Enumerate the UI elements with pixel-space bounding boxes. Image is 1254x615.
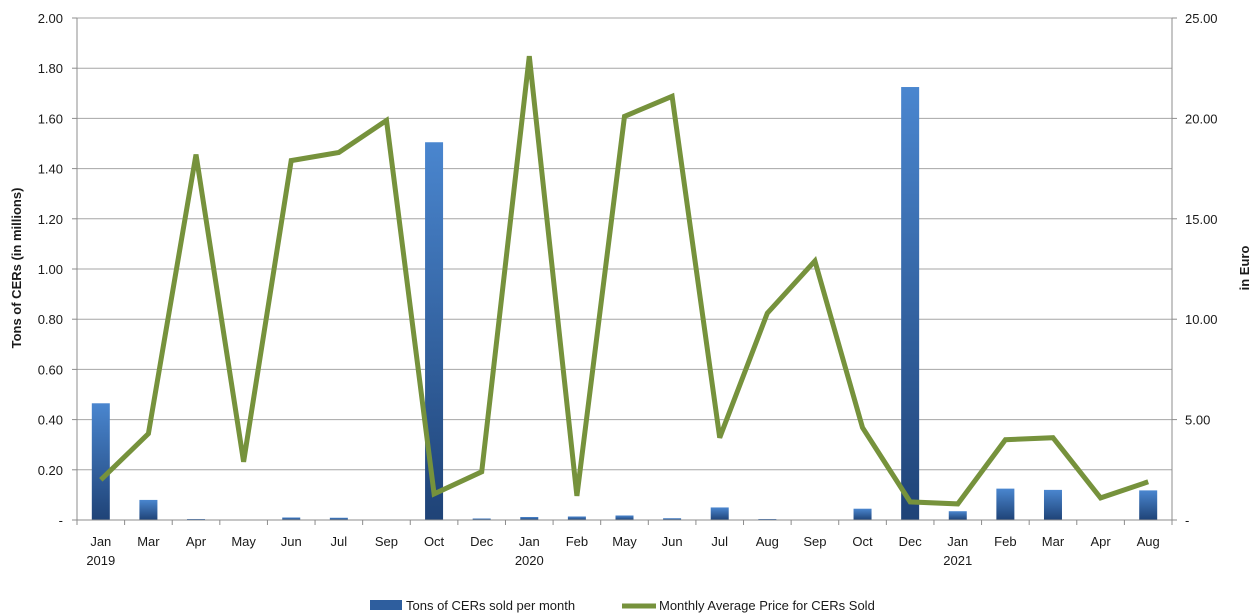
bar [901,87,920,521]
x-tick-label: Jul [711,534,728,549]
bar [1139,490,1158,520]
bar [567,516,586,520]
x-tick-label: Jul [331,534,348,549]
x-tick-label: Dec [899,534,923,549]
x-tick-label: Mar [137,534,160,549]
bar [91,403,110,520]
left-axis-ticks: - 0.20 0.40 0.60 0.80 1.00 1.20 1.40 1.60 1.80 2.0… [38,11,63,528]
gridlines [77,17,1172,471]
x-tick-label: Sep [803,534,826,549]
x-tick-label: Mar [1042,534,1065,549]
x-tick-label: Apr [186,534,207,549]
x-tick-label: Oct [852,534,873,549]
bar [948,511,967,520]
left-tick-label: 1.40 [38,162,63,177]
x-tick-label: Oct [424,534,445,549]
x-tick-label: Dec [470,534,494,549]
bar-series [91,87,1158,521]
x-tick-label: Aug [756,534,779,549]
right-tick-label: 25.00 [1185,11,1218,26]
plot-frame [72,17,1177,525]
bar [663,518,682,520]
x-tick-label: Feb [566,534,588,549]
bar [282,517,301,520]
legend-swatch-bar [370,600,402,610]
left-tick-label: 0.20 [38,463,63,478]
right-tick-label: 20.00 [1185,111,1218,126]
year-label: 2021 [943,553,972,568]
x-tick-label: May [612,534,637,549]
left-tick-label: - [59,513,63,528]
bar [853,508,872,520]
x-axis-ticks: Jan Mar Apr May Jun Jul Sep Oct Dec Jan Feb May Jun J… [86,534,1159,568]
right-tick-label: - [1185,513,1189,528]
right-axis-ticks: - 5.00 10.00 15.00 20.00 25.00 [1185,11,1218,528]
bar [520,516,539,520]
price-line [99,55,1150,507]
bar [615,515,634,520]
bar [139,499,158,520]
bar [996,488,1015,520]
left-tick-label: 2.00 [38,11,63,26]
left-tick-label: 1.20 [38,212,63,227]
right-tick-label: 5.00 [1185,413,1210,428]
year-label: 2019 [86,553,115,568]
left-tick-label: 0.40 [38,413,63,428]
bar [187,518,206,520]
legend: Tons of CERs sold per month Monthly Aver… [370,598,875,613]
x-tick-label: Sep [375,534,398,549]
bar [1043,489,1062,520]
x-tick-label: May [231,534,256,549]
left-tick-label: 1.00 [38,262,63,277]
left-tick-label: 0.60 [38,362,63,377]
left-axis-title: Tons of CERs (in millions) [9,188,24,349]
bar [329,517,348,520]
x-tick-label: Jun [281,534,302,549]
bar [472,518,491,520]
line-series [99,55,1150,507]
x-tick-label: Apr [1090,534,1111,549]
year-label: 2020 [515,553,544,568]
x-tick-label: Jan [90,534,111,549]
bar [425,142,444,520]
x-tick-label: Aug [1137,534,1160,549]
legend-label-line: Monthly Average Price for CERs Sold [659,598,875,613]
bar [758,518,777,520]
legend-label-bar: Tons of CERs sold per month [406,598,575,613]
x-tick-label: Jan [519,534,540,549]
x-tick-label: Jan [947,534,968,549]
bar [710,507,729,520]
right-axis-title: in Euro [1237,246,1252,291]
left-tick-label: 0.80 [38,312,63,327]
x-tick-label: Feb [994,534,1016,549]
right-tick-label: 15.00 [1185,212,1218,227]
left-tick-label: 1.60 [38,111,63,126]
left-tick-label: 1.80 [38,61,63,76]
right-tick-label: 10.00 [1185,312,1218,327]
x-tick-label: Jun [662,534,683,549]
